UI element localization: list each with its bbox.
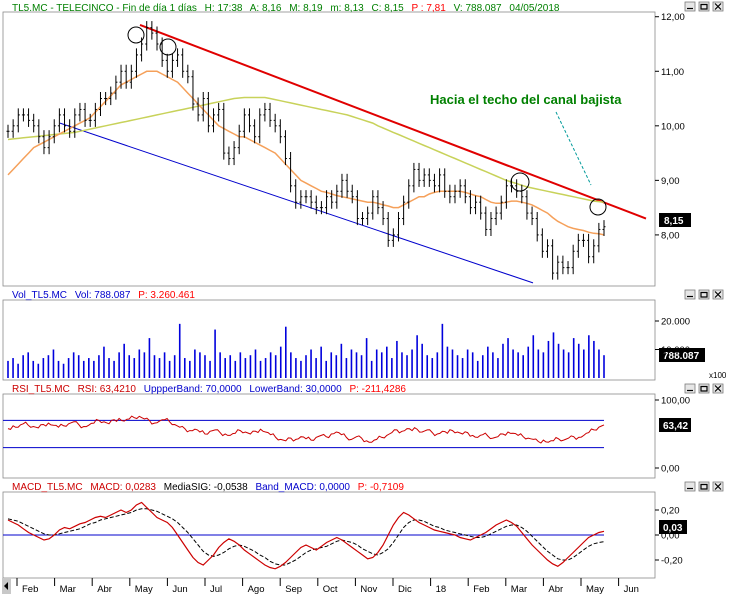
x-tick-label: Ago bbox=[248, 584, 265, 595]
panel-window-buttons bbox=[684, 1, 724, 492]
x-tick-label: Mar bbox=[511, 584, 527, 595]
price-header-symbol: TL5.MC - TELECINCO - Fin de día 1 días bbox=[12, 3, 197, 14]
y-tick-label: 8,00 bbox=[661, 230, 680, 241]
x-tick-label: Abr bbox=[548, 584, 563, 595]
x-tick-label: Jul bbox=[210, 584, 222, 595]
close-icon bbox=[712, 481, 724, 492]
scroll-arrow-left-icon bbox=[4, 582, 8, 590]
minimize-icon bbox=[684, 383, 696, 394]
marker-circle bbox=[510, 172, 530, 192]
macd-plot bbox=[3, 501, 605, 570]
marker-circle bbox=[589, 198, 607, 216]
x-tick-label: Abr bbox=[97, 584, 112, 595]
moving-average-slow bbox=[7, 96, 605, 203]
rsi-line bbox=[7, 415, 605, 444]
svg-text:0,03: 0,03 bbox=[663, 523, 683, 534]
macd-panel-header: MACD_TL5.MC MACD: 0,0283 MediaSIG: -0,05… bbox=[12, 482, 404, 493]
price-panel-header: TL5.MC - TELECINCO - Fin de día 1 días H… bbox=[12, 3, 560, 14]
x-tick-label: Feb bbox=[22, 584, 38, 595]
macd-last-badge: 0,03 bbox=[659, 520, 687, 534]
x-tick-label: May bbox=[135, 584, 153, 595]
x-axis: Feb Mar Abr May Jun Jul Ago Sep Oct Nov Dic 18 Feb Ma… bbox=[2, 578, 639, 595]
x-tick-label: 18 bbox=[436, 584, 447, 595]
macd-signal-line bbox=[7, 508, 605, 566]
restore-icon bbox=[698, 289, 710, 300]
marker-circle bbox=[127, 26, 145, 44]
minimize-icon bbox=[684, 1, 696, 12]
y-tick-label: -0,20 bbox=[661, 556, 683, 567]
y-tick-label: 0,00 bbox=[661, 464, 680, 475]
volume-last-badge: 788.087 bbox=[659, 348, 705, 362]
rsi-panel-header: RSI_TL5.MC RSI: 63,4210 UppperBand: 70,0… bbox=[12, 384, 406, 395]
rsi-plot bbox=[3, 415, 605, 449]
volume-plot bbox=[7, 323, 605, 378]
y-tick-label: 10.000 bbox=[661, 345, 690, 356]
y-tick-label: 11,00 bbox=[661, 67, 684, 78]
x-tick-label: Jun bbox=[172, 584, 187, 595]
price-plot bbox=[6, 21, 647, 284]
y-tick-label: 0,20 bbox=[661, 506, 680, 517]
svg-text:788.087: 788.087 bbox=[663, 351, 700, 362]
y-tick-label: 9,00 bbox=[661, 176, 680, 187]
moving-average-fast bbox=[7, 70, 605, 236]
volume-panel-header: Vol_TL5.MC Vol: 788.087 P: 3.260.461 bbox=[12, 290, 195, 301]
restore-icon bbox=[698, 1, 710, 12]
volume-multiplier: x100 bbox=[709, 371, 727, 380]
x-tick-label: Sep bbox=[285, 584, 302, 595]
y-tick-label: 10,00 bbox=[661, 121, 685, 132]
y-tick-label: 100,00 bbox=[661, 396, 690, 407]
x-tick-label: Feb bbox=[473, 584, 489, 595]
y-axis-ticks: 12,00 11,00 10,00 9,00 8,00 20.000 10.000 100,0… bbox=[655, 12, 690, 567]
close-icon bbox=[712, 1, 724, 12]
svg-text:8,15: 8,15 bbox=[664, 216, 684, 227]
support-trendline bbox=[59, 122, 534, 284]
marker-circle bbox=[159, 38, 177, 56]
y-tick-label: 12,00 bbox=[661, 12, 685, 23]
resistance-trendline bbox=[139, 23, 647, 220]
volume-panel-frame bbox=[2, 299, 656, 381]
minimize-icon bbox=[684, 481, 696, 492]
price-last-badge: 8,15 bbox=[659, 213, 691, 227]
x-tick-label: Mar bbox=[60, 584, 76, 595]
y-tick-label: 0,00 bbox=[661, 531, 680, 542]
minimize-icon bbox=[684, 289, 696, 300]
x-tick-label: May bbox=[586, 584, 604, 595]
channel-annotation: Hacia el techo del canal bajista bbox=[430, 92, 622, 107]
rsi-last-badge: 63,42 bbox=[659, 418, 691, 432]
close-icon bbox=[712, 289, 724, 300]
x-tick-label: Nov bbox=[360, 584, 377, 595]
x-tick-label: Jun bbox=[624, 584, 639, 595]
close-icon bbox=[712, 383, 724, 394]
restore-icon bbox=[698, 383, 710, 394]
annotation-pointer bbox=[555, 111, 592, 186]
x-tick-label: Dic bbox=[398, 584, 412, 595]
restore-icon bbox=[698, 481, 710, 492]
x-tick-label: Oct bbox=[323, 584, 338, 595]
macd-line bbox=[7, 501, 605, 570]
price-panel-frame bbox=[2, 11, 656, 287]
y-tick-label: 20.000 bbox=[661, 317, 690, 328]
svg-text:63,42: 63,42 bbox=[663, 421, 688, 432]
rsi-panel-frame bbox=[2, 393, 656, 479]
